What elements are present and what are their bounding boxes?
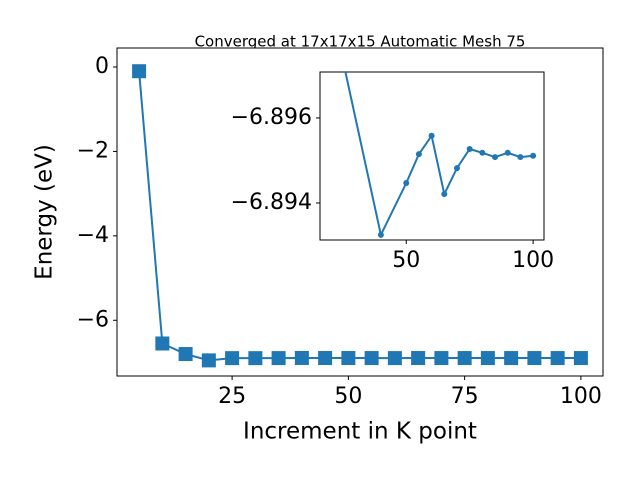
marker <box>480 351 495 366</box>
marker <box>457 351 472 366</box>
plot-area <box>319 71 545 241</box>
marker <box>132 64 147 79</box>
marker <box>377 231 384 238</box>
marker <box>428 132 435 139</box>
x-tick-label: 25 <box>218 384 246 409</box>
chart-title: Converged at 17x17x15 Automatic Mesh 75 <box>195 33 526 51</box>
marker <box>318 351 333 366</box>
marker <box>530 152 537 159</box>
series-group <box>344 72 537 238</box>
x-axis-label: Increment in K point <box>243 419 477 445</box>
marker <box>271 351 286 366</box>
y-tick-label: −2 <box>77 138 109 163</box>
marker <box>434 351 449 366</box>
series-group <box>132 64 588 368</box>
y-tick-label: −4 <box>77 223 109 248</box>
y-tick-label: 0 <box>95 54 109 79</box>
y-axis-label: Energy (eV) <box>32 144 58 280</box>
marker <box>294 350 309 365</box>
x-tick-label: 75 <box>451 384 479 409</box>
marker <box>364 351 379 366</box>
marker <box>201 353 216 368</box>
marker <box>411 351 426 366</box>
marker <box>466 145 473 152</box>
marker <box>573 351 588 366</box>
x-tick-label: 50 <box>392 248 420 273</box>
x-tick-label: 100 <box>560 384 602 409</box>
marker <box>341 351 356 366</box>
marker <box>178 347 193 362</box>
y-tick-label: −6.896 <box>231 105 312 130</box>
marker <box>550 351 565 366</box>
marker <box>492 154 499 161</box>
marker <box>225 351 240 366</box>
marker <box>504 351 519 366</box>
marker <box>517 154 524 161</box>
marker <box>415 151 422 158</box>
marker <box>403 180 410 187</box>
marker <box>453 165 460 172</box>
marker <box>248 351 263 366</box>
marker <box>387 351 402 366</box>
marker <box>479 149 486 156</box>
marker <box>155 336 170 351</box>
x-tick-label: 100 <box>512 248 554 273</box>
marker <box>441 191 448 198</box>
y-tick-label: −6.894 <box>231 190 312 215</box>
x-tick-label: 50 <box>334 384 362 409</box>
marker <box>527 351 542 366</box>
y-tick-label: −6 <box>77 307 109 332</box>
marker <box>504 149 511 156</box>
